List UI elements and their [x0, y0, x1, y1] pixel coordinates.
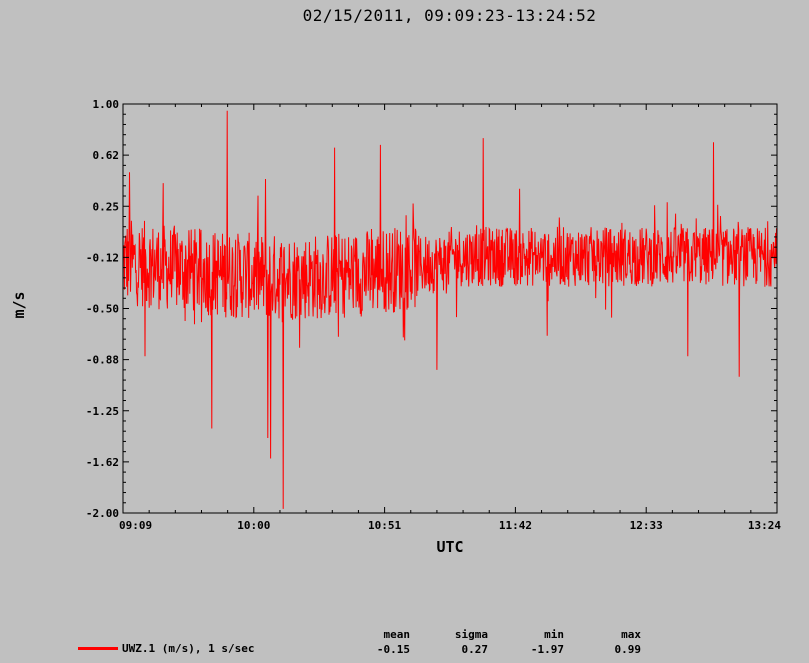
y-tick-label: 0.62	[93, 149, 120, 162]
y-tick-label: -1.62	[86, 456, 119, 469]
legend-swatch	[78, 647, 118, 650]
stat-sigma-label: sigma	[454, 628, 488, 641]
series-line-uwz1	[122, 110, 778, 509]
stat-max-label: max	[621, 628, 641, 641]
stat-min-value: -1.97	[530, 643, 564, 656]
y-tick-label: 1.00	[93, 98, 120, 111]
stat-min-label: min	[544, 628, 564, 641]
x-tick-label: 09:09	[119, 519, 152, 532]
legend-label: UWZ.1 (m/s), 1 s/sec	[122, 642, 255, 655]
series-layer	[122, 110, 778, 509]
legend: UWZ.1 (m/s), 1 s/sec	[78, 642, 254, 655]
y-tick-label: -0.50	[86, 303, 119, 316]
plot-frame	[122, 103, 778, 514]
x-tick-label: 12:33	[630, 519, 663, 532]
stat-mean-value: -0.15	[376, 643, 410, 656]
y-tick-label: -2.00	[86, 507, 119, 520]
stat-sigma-value: 0.27	[461, 643, 489, 656]
ticks-layer: 1.00 0.62 0.25 -0.12 -0.50 -0.88 -1.25 -1.62 -2.…	[86, 98, 781, 532]
chart-title: 02/15/2011, 09:09:23-13:24:52	[302, 6, 597, 25]
x-tick-label: 13:24	[748, 519, 781, 532]
stat-max-value: 0.99	[614, 643, 642, 656]
y-tick-label: -0.12	[86, 251, 119, 264]
y-tick-label: -0.88	[86, 354, 119, 367]
y-tick-label: 0.25	[93, 200, 120, 213]
y-tick-label: -1.25	[86, 405, 119, 418]
x-tick-label: 10:51	[368, 519, 401, 532]
x-tick-label: 10:00	[237, 519, 270, 532]
x-tick-label: 11:42	[499, 519, 532, 532]
x-axis-label: UTC	[436, 538, 464, 556]
stat-mean-label: mean	[383, 628, 411, 641]
